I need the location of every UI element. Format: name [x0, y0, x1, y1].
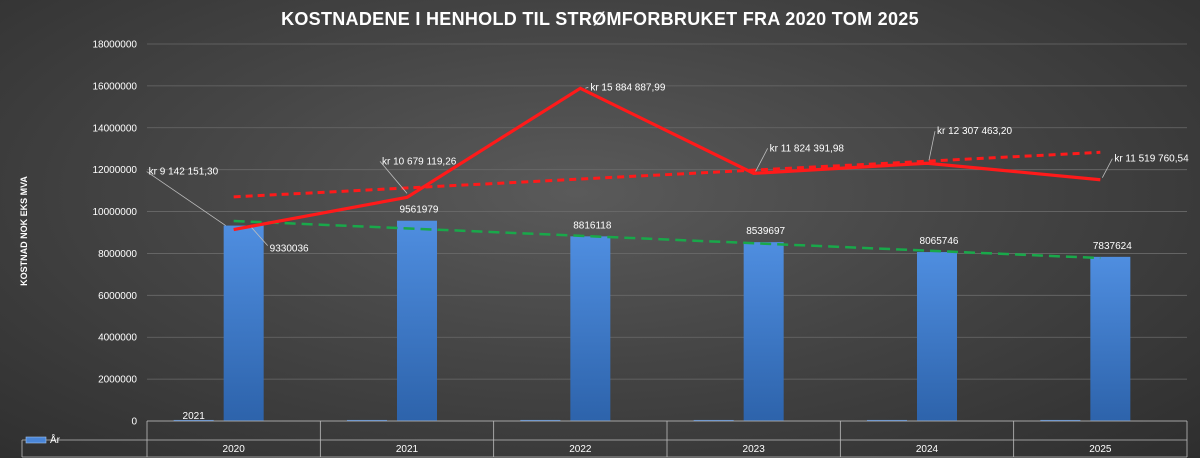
- y-tick-label: 2000000: [98, 375, 137, 386]
- leader-line: [755, 148, 769, 172]
- leader-line: [146, 171, 226, 226]
- data-label-line: kr 11 519 760,54: [1114, 154, 1189, 165]
- data-label-bar: 9561979: [400, 205, 439, 216]
- data-label-line: kr 15 884 887,99: [590, 82, 665, 93]
- legend-label: År: [50, 433, 61, 446]
- table-cell: 2024: [916, 444, 939, 455]
- bar-cost: [223, 225, 264, 421]
- table-cell: 2020: [223, 444, 246, 455]
- data-label-year: 2021: [183, 411, 206, 422]
- leader-line: [585, 86, 589, 89]
- table-cell: 2022: [569, 444, 592, 455]
- y-tick-label: 12000000: [93, 165, 138, 176]
- leader-line: [1101, 158, 1113, 178]
- y-tick-label: 6000000: [98, 291, 137, 302]
- leader-line: [379, 161, 408, 194]
- bar-cost: [743, 242, 784, 421]
- bar-year: [867, 419, 907, 421]
- data-label-line: kr 10 679 119,26: [382, 156, 457, 167]
- trendline-bars: [233, 219, 1101, 260]
- y-axis-label: KOSTNAD NOK EKS MVA: [19, 176, 29, 286]
- y-tick-label: 0: [131, 417, 137, 428]
- y-tick-label: 4000000: [98, 333, 137, 344]
- data-label-bar: 8539697: [746, 226, 785, 237]
- data-label-line: kr 9 142 151,30: [149, 167, 219, 178]
- data-table: 2020 2021 2022 2023 2024 2025 År: [21, 420, 1188, 458]
- data-label-bar: 8816118: [573, 220, 612, 231]
- leader-line: [928, 131, 936, 161]
- bar-cost: [1090, 256, 1131, 421]
- data-label-bar: 9330036: [270, 244, 309, 255]
- legend-swatch: [25, 436, 47, 444]
- bar-cost: [570, 236, 611, 421]
- bar-cost: [917, 252, 957, 421]
- series-line-cost: [233, 86, 1101, 232]
- data-labels: 9330036 9561979 8816118 8539697 8065746 78376…: [146, 82, 1189, 422]
- leader-line: [251, 227, 268, 246]
- grid: 0 2000000 4000000 6000000 8000000 10000000 120…: [93, 40, 1187, 428]
- data-label-bar: 7837624: [1093, 241, 1132, 252]
- data-label-bar: 8065746: [920, 236, 959, 247]
- y-tick-label: 10000000: [93, 207, 138, 218]
- bar-year: [173, 419, 214, 421]
- table-cell: 2025: [1089, 444, 1112, 455]
- table-cell: 2023: [743, 444, 766, 455]
- data-label-line: kr 11 824 391,98: [770, 143, 845, 154]
- y-tick-label: 16000000: [93, 81, 138, 92]
- bar-cost: [397, 220, 437, 421]
- bars: [173, 220, 1131, 421]
- bar-year: [693, 419, 734, 421]
- y-tick-label: 8000000: [98, 249, 137, 260]
- lines: [233, 86, 1101, 260]
- y-tick-label: 14000000: [93, 123, 138, 134]
- bar-year: [347, 419, 387, 421]
- trendline-cost-line: [233, 150, 1101, 199]
- bar-year: [1040, 419, 1081, 421]
- y-tick-label: 18000000: [93, 40, 138, 51]
- bar-year: [520, 419, 561, 421]
- chart-title: KOSTNADENE I HENHOLD TIL STRØMFORBRUKET …: [281, 9, 919, 29]
- table-cell: 2021: [396, 444, 419, 455]
- data-label-line: kr 12 307 463,20: [937, 126, 1012, 137]
